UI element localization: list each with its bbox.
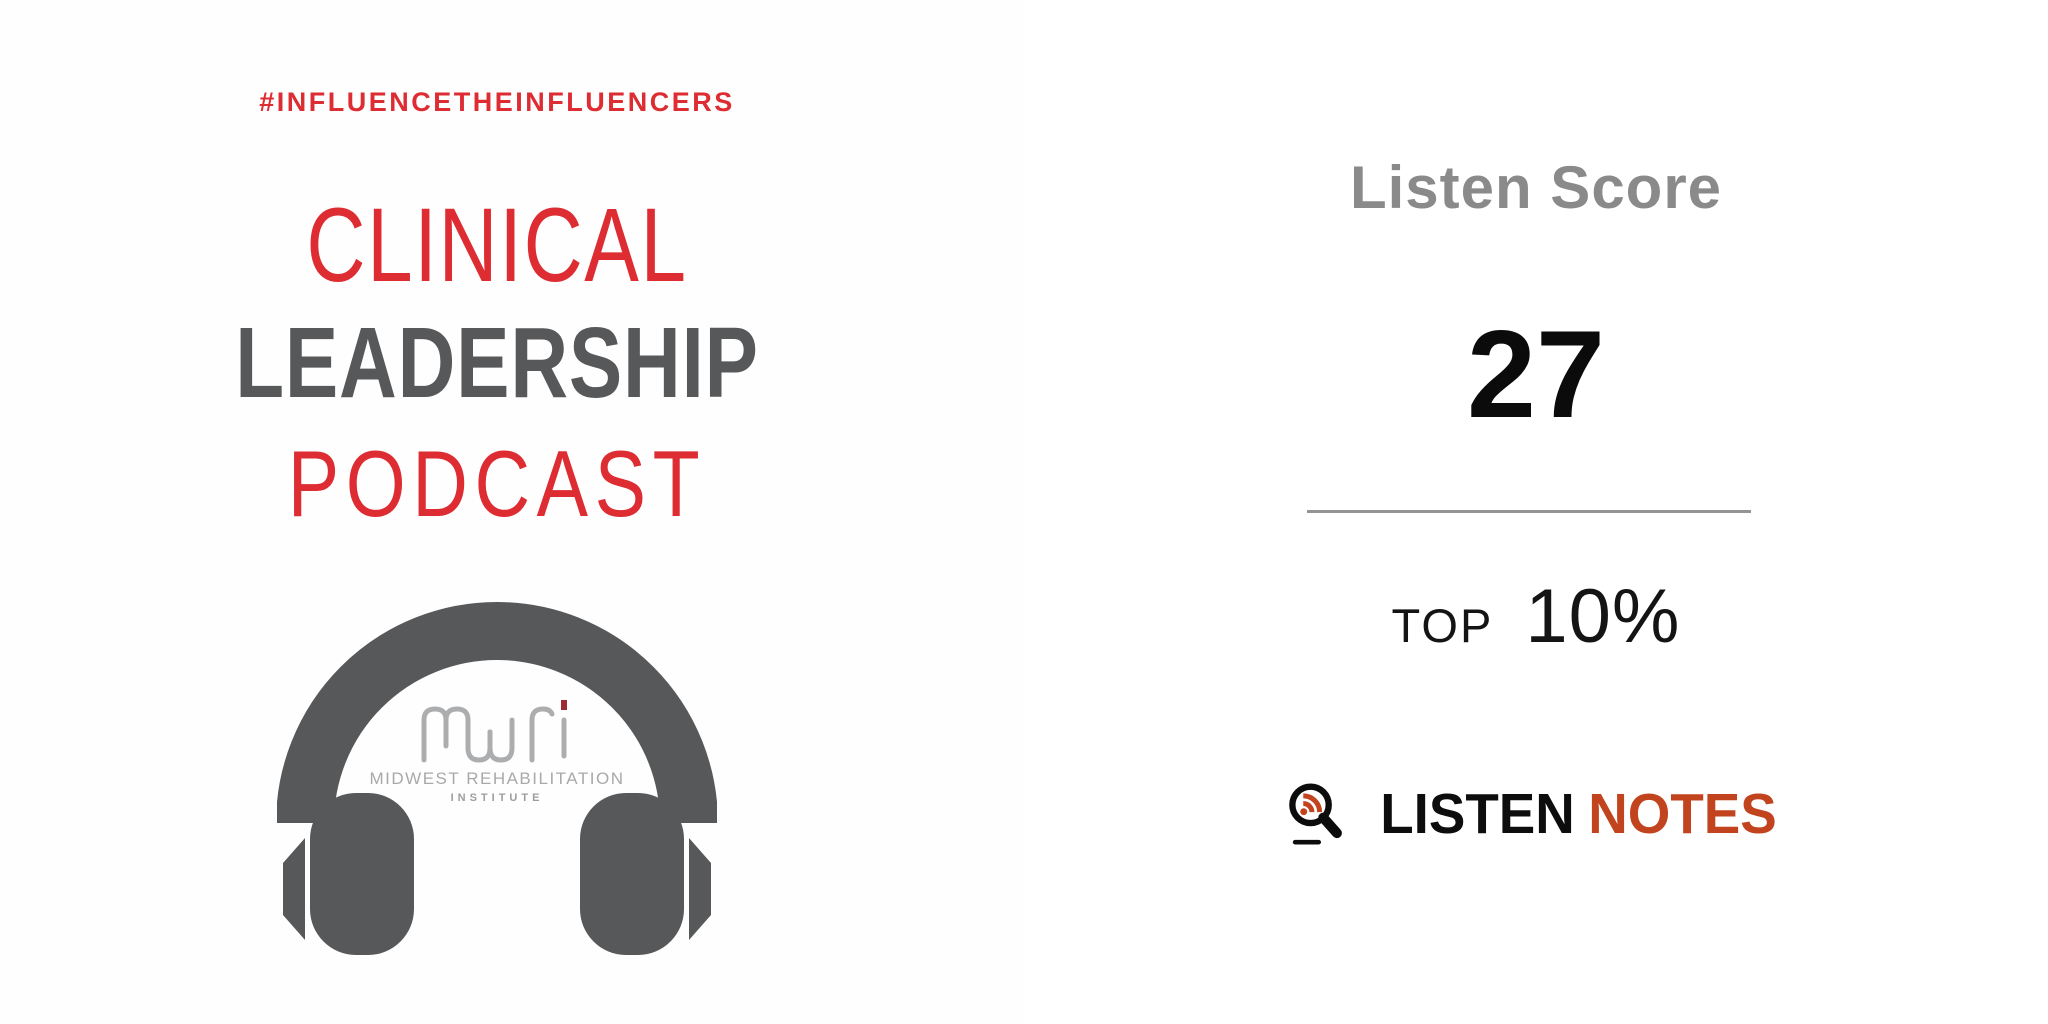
artwork-org-name-line2: INSTITUTE	[450, 792, 544, 804]
listen-score-value: 27	[1467, 306, 1605, 444]
artwork-org-name-line1: MIDWEST REHABILITATION	[369, 769, 625, 788]
brand-word-notes: NOTES	[1588, 781, 1778, 846]
rank-row: TOP 10%	[1024, 579, 2048, 655]
listen-notes-brand[interactable]: LISTEN NOTES	[1024, 780, 2048, 848]
rank-value: 10%	[1525, 574, 1681, 659]
headphones-icon	[277, 602, 717, 955]
brand-word-listen: LISTEN	[1380, 781, 1576, 846]
podcast-artwork: #INFLUENCETHEINFLUENCERS CLINICAL LEADER…	[235, 87, 759, 955]
rank-label: TOP	[1391, 599, 1494, 652]
artwork-title-line2: LEADERSHIP	[235, 307, 759, 419]
artwork-title-line1: CLINICAL	[306, 187, 688, 304]
listen-notes-wordmark: LISTEN NOTES	[1380, 781, 1778, 846]
listen-notes-search-rss-icon	[1289, 783, 1343, 845]
listen-score-panel: Listen Score 27 TOP 10% LISTEN NOTES	[1024, 0, 2048, 1024]
artwork-title-line3: PODCAST	[287, 431, 707, 536]
listen-score-heading: Listen Score	[1349, 154, 1723, 221]
mwri-logo-icon	[421, 700, 567, 763]
divider	[1307, 510, 1751, 513]
artwork-hashtag: #INFLUENCETHEINFLUENCERS	[259, 87, 735, 117]
